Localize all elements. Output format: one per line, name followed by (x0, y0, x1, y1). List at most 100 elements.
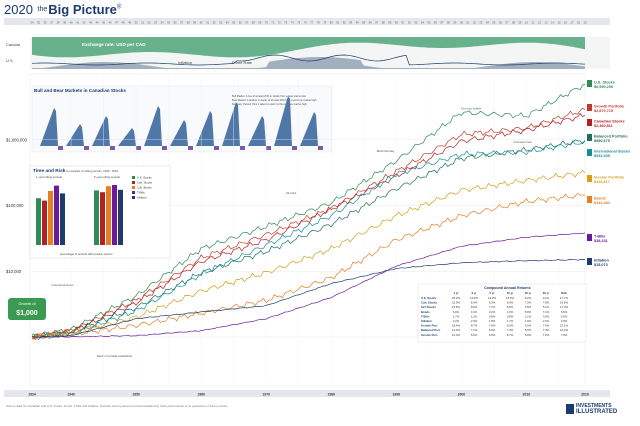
table-cell: 3.6% (543, 314, 550, 318)
table-cell: 17.3% (560, 305, 568, 309)
bear-market-bar (240, 146, 245, 150)
series-final-value: $316,817 (594, 180, 610, 184)
top-year-label: 54 (161, 21, 164, 25)
top-year-label: 07 (505, 21, 508, 25)
risk-legend-label: Cdn. Stocks (137, 181, 153, 185)
table-cell: 6.0% (489, 328, 496, 332)
table-cell: 1.2% (471, 314, 478, 318)
bear-market-bar (84, 146, 89, 150)
risk-bar (48, 191, 53, 245)
top-year-label: 89 (388, 21, 391, 25)
series-line-income-portfolio (31, 169, 586, 340)
risk-legend-label: Inflation (137, 196, 147, 200)
top-year-label: 35 (37, 21, 40, 25)
time-risk-footer: percentage of periods with positive retu… (60, 252, 113, 256)
table-row-label: Inflation (421, 319, 432, 323)
table-cell: 16.5% (452, 305, 460, 309)
top-year-label: 19 (584, 21, 587, 25)
top-year-label: 16 (564, 21, 567, 25)
bull-market-bar (66, 124, 84, 146)
table-cell: 1.7% (453, 314, 460, 318)
top-year-label: 91 (401, 21, 404, 25)
y-tick-label: $10,000 (6, 269, 22, 274)
x-tick-label: 1980 (327, 393, 335, 397)
series-line-international-stocks (31, 140, 586, 341)
top-year-ticks: 34 35 36 37 38 39 40 41 42 43 44 45 46 47 48 49 50 51 52 53… (31, 21, 587, 25)
table-cell: 13.1% (560, 324, 568, 328)
top-year-label: 50 (135, 21, 138, 25)
event-label: World War II (84, 324, 100, 328)
top-year-label: 76 (304, 21, 307, 25)
risk-bar (118, 189, 123, 245)
bear-market-bar (292, 146, 297, 150)
table-cell: 7.6% (561, 333, 568, 337)
bull-market-bar (196, 111, 214, 146)
x-tick-label: 1990 (393, 393, 401, 397)
bull-bear-legend-3: Recovery Period: Time it takes to return… (232, 103, 307, 106)
top-year-label: 73 (284, 21, 287, 25)
bull-bear-title: Bull and Bear Markets in Canadian Stocks (34, 88, 126, 93)
series-final-value: $2,360,811 (594, 124, 613, 128)
table-row-label: Balanced Port. (421, 328, 441, 332)
top-year-label: 88 (382, 21, 385, 25)
risk-legend-swatch (132, 186, 135, 189)
x-tick-label: 2010 (523, 393, 531, 397)
series-line-bonds (31, 192, 585, 340)
table-cell: 7.4% (543, 328, 550, 332)
time-risk-period-b: 5 year rolling periods (94, 175, 121, 179)
top-year-label: 06 (499, 21, 502, 25)
table-cell: 14.3% (452, 328, 460, 332)
table-row-label: Growth Port. (421, 324, 438, 328)
top-year-label: 74 (291, 21, 294, 25)
top-year-label: 03 (479, 21, 482, 25)
table-cell: 2.1% (525, 314, 532, 318)
series-final-value: $980,675 (594, 139, 610, 143)
risk-bar (100, 192, 105, 245)
table-row-label: Bonds (421, 310, 430, 314)
table-cell: 3.5% (525, 305, 532, 309)
top-year-label: 08 (512, 21, 515, 25)
top-year-label: 09 (518, 21, 521, 25)
y-tick-label: $1,000,000 (6, 137, 28, 142)
brand-logo: INVESTMENTS ILLUSTRATED (566, 403, 634, 423)
top-year-label: 84 (356, 21, 359, 25)
top-year-label: 99 (453, 21, 456, 25)
chart-title: 2020 theBig Picture® (4, 2, 121, 17)
table-row-label: Int'l Stocks (421, 305, 436, 309)
table-column-header: 5 yr (490, 291, 496, 295)
top-year-label: 62 (213, 21, 216, 25)
bull-market-bar (40, 108, 58, 146)
table-cell: 2.0% (543, 319, 550, 323)
top-year-label: 69 (258, 21, 261, 25)
series-line-growth-portfolio (31, 107, 586, 341)
series-swatch (587, 134, 592, 141)
time-risk-panel: Time and Risk An analysis of rolling per… (29, 165, 171, 259)
series-swatch (587, 175, 592, 182)
top-year-label: 41 (76, 21, 79, 25)
footnote: Source data for Canadian and U.S. stocks… (6, 404, 228, 408)
table-cell: 7.7% (489, 305, 496, 309)
top-year-label: 49 (128, 21, 131, 25)
x-tick-label: 1940 (67, 393, 75, 397)
table-cell: 18.4% (452, 324, 460, 328)
series-name: Bonds (594, 197, 606, 201)
top-year-label: 82 (343, 21, 346, 25)
top-year-label: 59 (193, 21, 196, 25)
top-year-label: 00 (460, 21, 463, 25)
risk-bar (36, 198, 41, 245)
series-name: Growth Portfolio (594, 105, 625, 109)
top-year-label: 75 (297, 21, 300, 25)
table-cell: 7.8% (543, 301, 550, 305)
prime-label: Prime Rate (232, 60, 253, 65)
top-year-label: 79 (323, 21, 326, 25)
bear-market-bar (318, 146, 323, 150)
risk-legend-swatch (132, 196, 135, 199)
table-cell: 25.2% (452, 296, 460, 300)
top-year-label: 71 (271, 21, 274, 25)
table-column-header: 10 yr (507, 291, 514, 295)
time-risk-subtitle: An analysis of rolling periods, 1935 - 2… (66, 169, 119, 173)
risk-bar (60, 193, 65, 245)
x-tick-label: 1934 (28, 393, 36, 397)
table-cell: 7.3% (507, 328, 514, 332)
growth-start-label: Growth of (18, 301, 36, 306)
